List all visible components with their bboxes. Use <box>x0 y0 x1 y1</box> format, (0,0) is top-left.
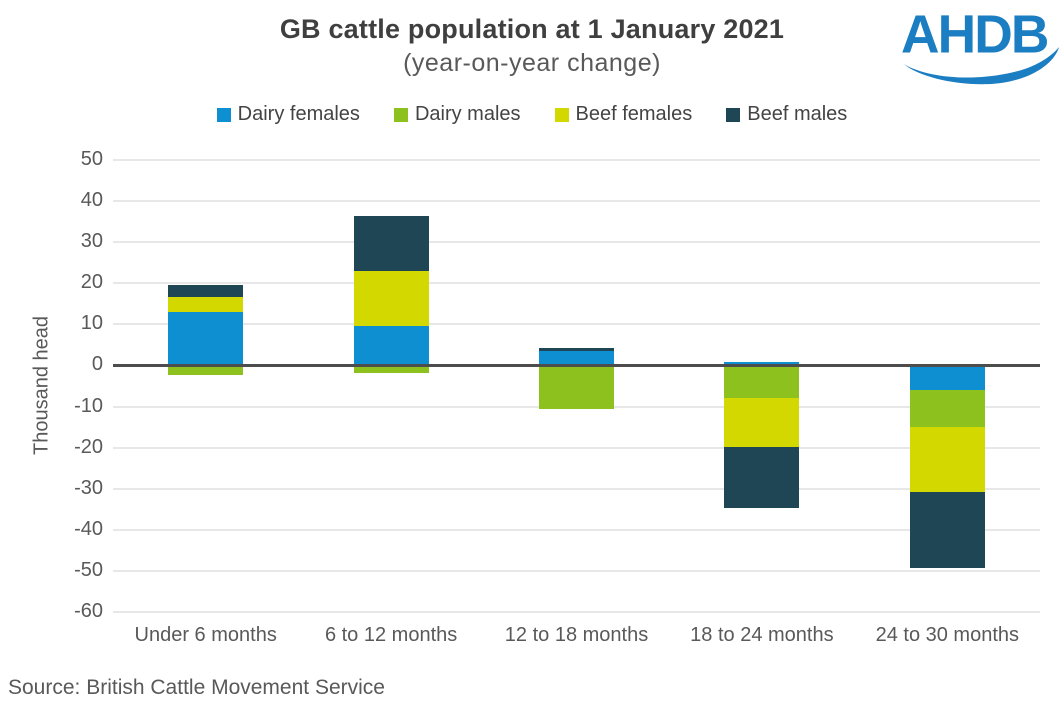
gridline <box>113 487 1040 490</box>
gridline <box>113 159 1040 161</box>
x-tick-label: 24 to 30 months <box>875 624 1020 646</box>
x-tick-label: 6 to 12 months <box>324 624 458 646</box>
y-tick-label: 40 <box>80 189 103 212</box>
gridline <box>113 528 1040 531</box>
bar-segment <box>168 296 244 313</box>
y-tick-label: 30 <box>80 230 103 253</box>
bar-segment <box>909 389 985 427</box>
x-tick-label: 18 to 24 months <box>690 624 834 646</box>
y-tick-label: 10 <box>80 312 103 335</box>
legend-swatch-icon <box>726 107 741 122</box>
bar-segment <box>353 365 429 374</box>
ahdb-logo: AHDB <box>901 6 1060 85</box>
ahdb-logo-wave-icon <box>903 46 1060 85</box>
legend-swatch-icon <box>554 107 569 122</box>
legend-label: Beef females <box>575 103 693 125</box>
x-tick-label: Under 6 months <box>134 624 277 646</box>
bar-segment <box>168 365 244 376</box>
bar-segment <box>353 215 429 271</box>
bar-segment <box>353 326 429 366</box>
bar-segment <box>539 351 614 366</box>
gridline <box>113 446 1040 449</box>
legend-label: Dairy males <box>414 103 521 125</box>
legend-swatch-icon <box>393 107 408 122</box>
y-tick-label: -40 <box>74 517 103 540</box>
ahdb-logo-text: AHDB <box>901 6 1048 65</box>
y-tick-label: -20 <box>74 435 103 458</box>
gridline <box>113 282 1040 285</box>
bar-segment <box>724 365 800 398</box>
bar-segment <box>168 284 244 297</box>
bar-segment <box>724 446 800 509</box>
y-tick-label: -10 <box>74 394 103 417</box>
bar-segment <box>909 365 985 390</box>
bar-segment <box>353 270 429 326</box>
legend-label: Beef males <box>747 103 848 125</box>
y-tick-label: -60 <box>74 600 103 622</box>
legend-item: Beef females <box>554 103 693 126</box>
bar-segment <box>724 397 800 447</box>
y-axis-title: Thousand head <box>30 316 53 456</box>
legend-item: Dairy males <box>393 103 521 126</box>
legend-item: Dairy females <box>216 103 360 126</box>
gridline <box>113 569 1040 572</box>
bar-segment <box>909 426 985 493</box>
y-tick-label: 20 <box>80 271 103 294</box>
x-tick-label: 12 to 18 months <box>504 624 649 646</box>
y-tick-label: -30 <box>74 476 103 499</box>
bar-segment <box>909 492 985 569</box>
legend-item: Beef males <box>726 103 847 126</box>
y-tick-label: -50 <box>74 558 103 581</box>
bar-segment <box>539 348 614 352</box>
legend-label: Dairy females <box>237 103 360 125</box>
gridline <box>113 611 1040 613</box>
legend-swatch-icon <box>216 107 231 122</box>
gridline <box>113 323 1040 326</box>
source-note: Source: British Cattle Movement Service <box>8 676 385 699</box>
gridline <box>113 241 1040 244</box>
zero-line <box>113 363 1040 367</box>
y-tick-label: 50 <box>80 148 103 170</box>
chart-legend: Dairy females Dairy males Beef females Beef… <box>0 103 1064 126</box>
bar-segment <box>168 312 244 366</box>
bar-segment <box>724 362 800 366</box>
gridline <box>113 200 1040 203</box>
bar-segment <box>539 365 614 409</box>
y-tick-label: 0 <box>91 353 103 376</box>
